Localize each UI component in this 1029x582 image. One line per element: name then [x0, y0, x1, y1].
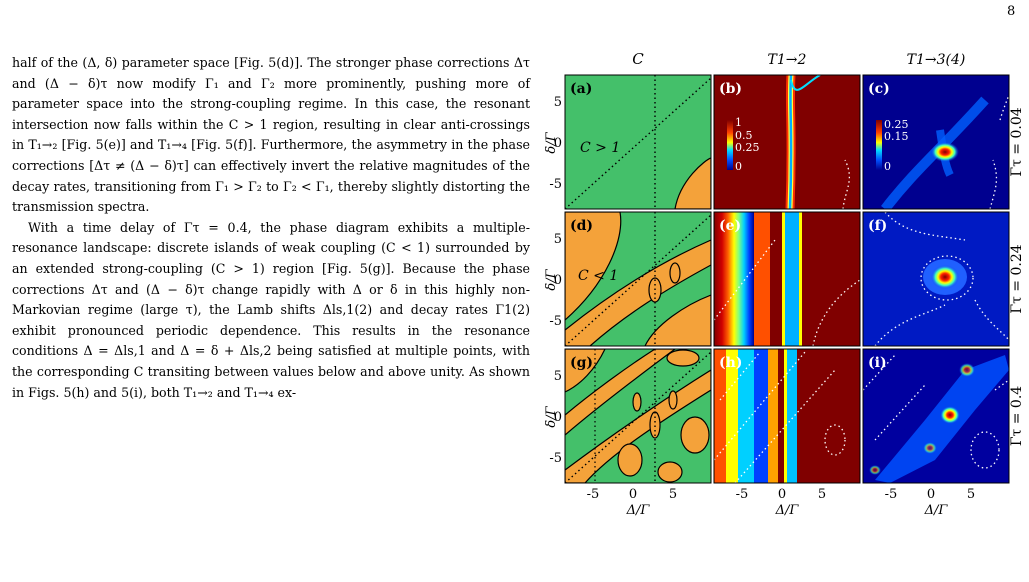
panel-b: [714, 75, 860, 209]
panel-frames: [564, 74, 1010, 484]
y-tick-r2-m5: -5: [549, 314, 562, 329]
y-tick-r3-5: 5: [554, 369, 562, 384]
panel-i: [863, 349, 1009, 483]
row-label-3: Γτ = 0.4: [1009, 386, 1025, 446]
x-tick-c2-0: 0: [778, 487, 786, 502]
x-axis-label-c3: Δ/Γ: [924, 503, 949, 518]
colorbar-b-label-4: 0: [735, 160, 742, 173]
x-tick-c1-5: 5: [669, 487, 677, 502]
y-tick-r1-5: 5: [554, 95, 562, 110]
x-tick-c1-m5: -5: [587, 487, 600, 502]
column-title-c: C: [632, 50, 644, 68]
panel-label-b: (b): [719, 81, 742, 97]
x-axis-label-c1: Δ/Γ: [626, 503, 651, 518]
colorbar-b-label-2: 0.5: [735, 129, 753, 142]
y-axis-label-row1: δ/Γ: [545, 131, 559, 153]
panel-label-d: (d): [570, 218, 593, 234]
colorbar-c-label-1: 0.25: [884, 118, 909, 131]
colorbar-c-label-2: 0.15: [884, 130, 909, 143]
page-number: 8: [1007, 4, 1016, 19]
y-tick-r3-m5: -5: [549, 451, 562, 466]
y-tick-r2-5: 5: [554, 232, 562, 247]
figure-5: C T1→2 T1→3(4): [544, 40, 1029, 578]
panel-label-c: (c): [868, 81, 890, 97]
x-tick-c2-5: 5: [818, 487, 826, 502]
panel-label-f: (f): [868, 218, 887, 234]
row-label-1: Γτ = 0.04: [1009, 107, 1025, 176]
colorbar-c-label-3: 0: [884, 160, 891, 173]
panel-label-g: (g): [570, 355, 593, 371]
y-tick-r3-0: 0: [554, 410, 562, 425]
paragraph-1: half of the (Δ, δ) parameter space [Fig.…: [12, 55, 530, 215]
colorbar-c: [876, 120, 882, 170]
panel-h: [714, 349, 860, 483]
y-axis-label-row3: δ/Γ: [545, 405, 559, 427]
column-title-t12: T1→2: [768, 52, 807, 68]
x-tick-c2-m5: -5: [736, 487, 749, 502]
panel-label-e: (e): [719, 218, 741, 234]
body-text: half of the (Δ, δ) parameter space [Fig.…: [12, 53, 530, 403]
x-tick-c3-5: 5: [967, 487, 975, 502]
colorbar-b: [727, 120, 733, 170]
paragraph-2: With a time delay of Γτ = 0.4, the phase…: [12, 219, 530, 400]
x-tick-c3-m5: -5: [885, 487, 898, 502]
y-axis-label-row2: δ/Γ: [545, 268, 559, 290]
colorbar-b-label-1: 1: [735, 116, 742, 129]
region-label-d: C < 1: [578, 268, 618, 284]
panel-label-h: (h): [719, 355, 742, 371]
colorbar-b-label-3: 0.25: [735, 141, 760, 154]
y-tick-r2-0: 0: [554, 273, 562, 288]
row-label-2: Γτ = 0.24: [1009, 244, 1025, 313]
panel-label-a: (a): [570, 81, 592, 97]
region-label-a: C > 1: [580, 140, 620, 156]
panel-d: [565, 212, 711, 346]
x-axis-label-c2: Δ/Γ: [775, 503, 800, 518]
panel-c: [863, 75, 1009, 209]
panel-g: [565, 349, 711, 483]
panel-label-i: (i): [868, 355, 887, 371]
panel-e: [714, 212, 860, 346]
x-tick-c3-0: 0: [927, 487, 935, 502]
panel-f: [863, 212, 1009, 346]
y-tick-r1-m5: -5: [549, 177, 562, 192]
column-title-t134: T1→3(4): [907, 52, 966, 68]
y-tick-r1-0: 0: [554, 136, 562, 151]
x-tick-c1-0: 0: [629, 487, 637, 502]
